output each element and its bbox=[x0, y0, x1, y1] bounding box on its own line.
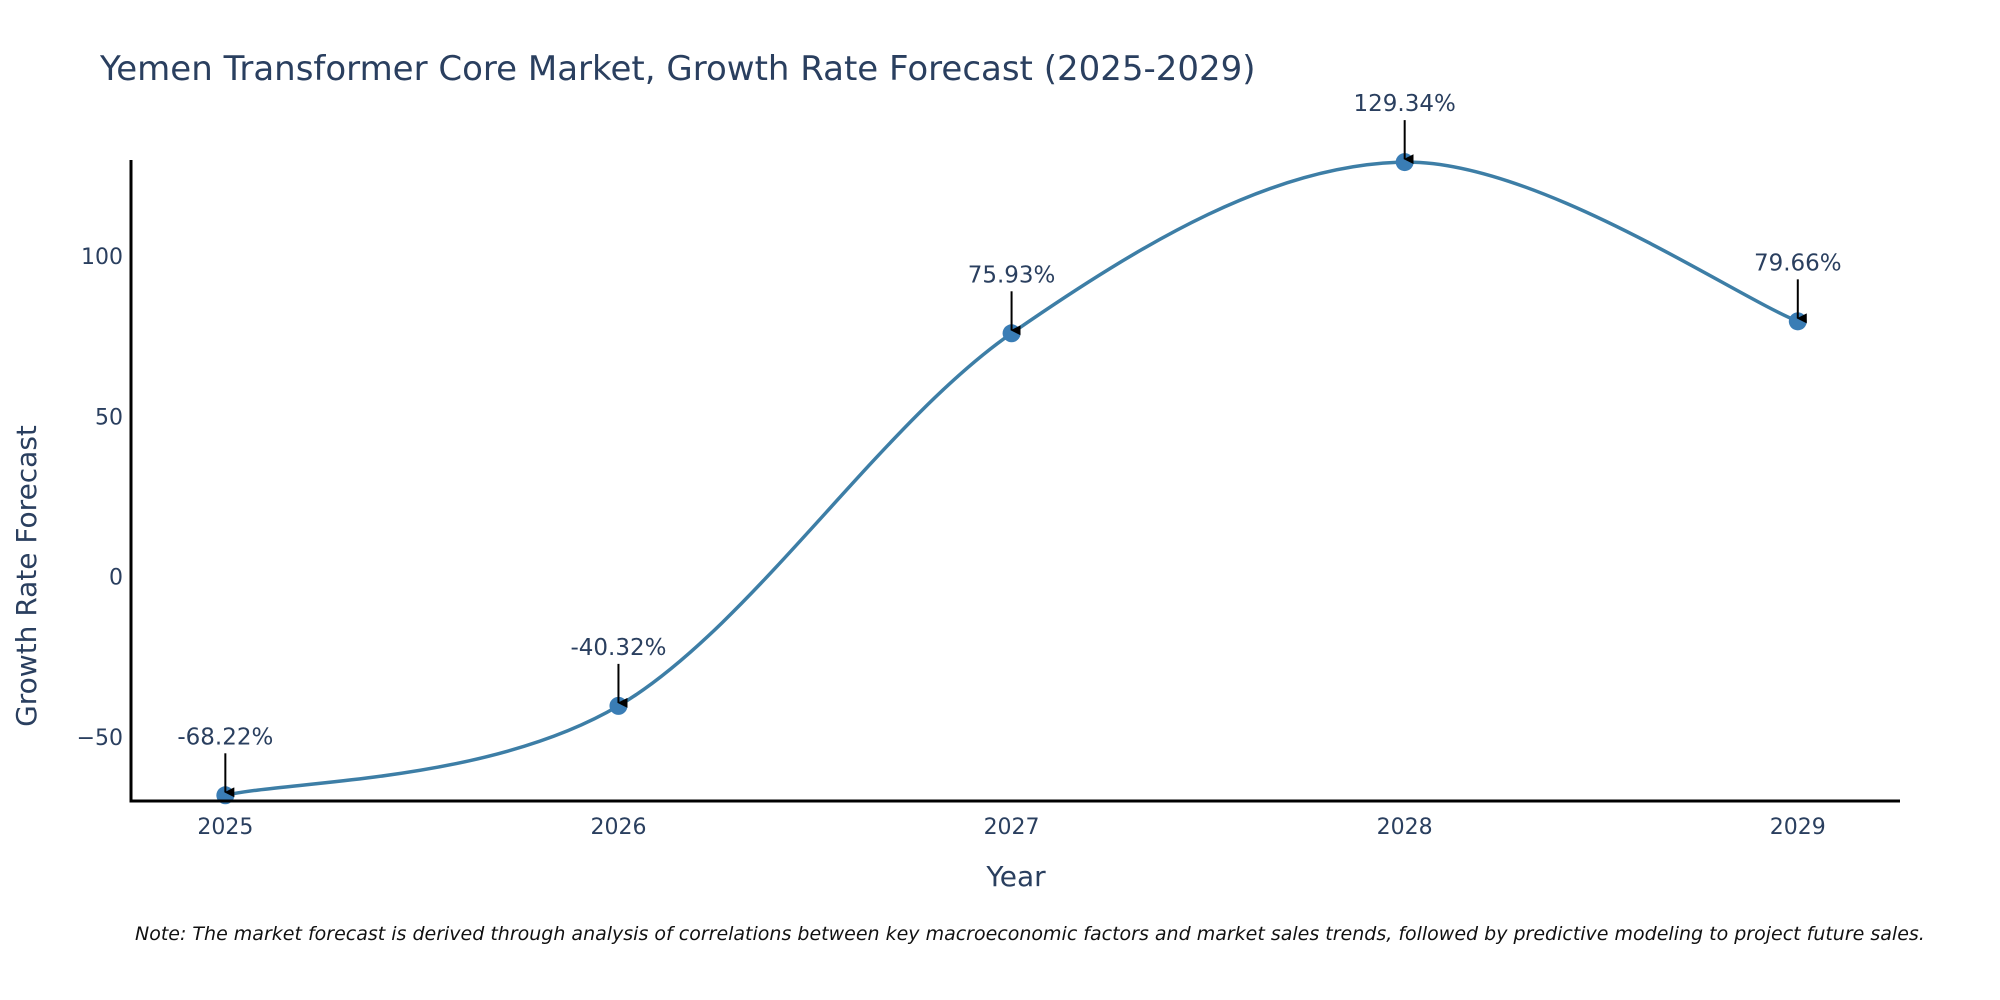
series-line bbox=[224, 160, 1799, 798]
x-tick-label: 2025 bbox=[197, 815, 253, 840]
data-label: -40.32% bbox=[570, 635, 666, 661]
x-tick-label: 2029 bbox=[1770, 815, 1826, 840]
annotations: -68.22% -40.32% 75.93% 129.34% 79.66% bbox=[177, 91, 1842, 798]
y-ticks: −50 0 50 100 bbox=[77, 245, 123, 751]
plot-area: -68.22% -40.32% 75.93% 129.34% 79.66% bbox=[177, 91, 1842, 805]
x-ticks: 2025 2026 2027 2028 2029 bbox=[197, 815, 1825, 840]
x-tick-label: 2026 bbox=[590, 815, 646, 840]
x-tick-label: 2027 bbox=[984, 815, 1040, 840]
footnote: Note: The market forecast is derived thr… bbox=[135, 923, 1925, 945]
y-tick-label: 100 bbox=[81, 245, 123, 270]
data-label: 129.34% bbox=[1354, 91, 1456, 117]
y-tick-label: 0 bbox=[109, 566, 123, 591]
chart-title: Yemen Transformer Core Market, Growth Ra… bbox=[99, 49, 1256, 89]
x-axis-title: Year bbox=[985, 860, 1046, 893]
data-label: 79.66% bbox=[1754, 250, 1842, 276]
y-axis-title: Growth Rate Forecast bbox=[10, 425, 43, 727]
markers bbox=[216, 153, 1807, 805]
data-label: 75.93% bbox=[968, 262, 1056, 288]
data-label: -68.22% bbox=[177, 724, 273, 750]
y-tick-label: −50 bbox=[77, 726, 123, 751]
x-tick-label: 2028 bbox=[1377, 815, 1433, 840]
y-tick-label: 50 bbox=[95, 405, 123, 430]
